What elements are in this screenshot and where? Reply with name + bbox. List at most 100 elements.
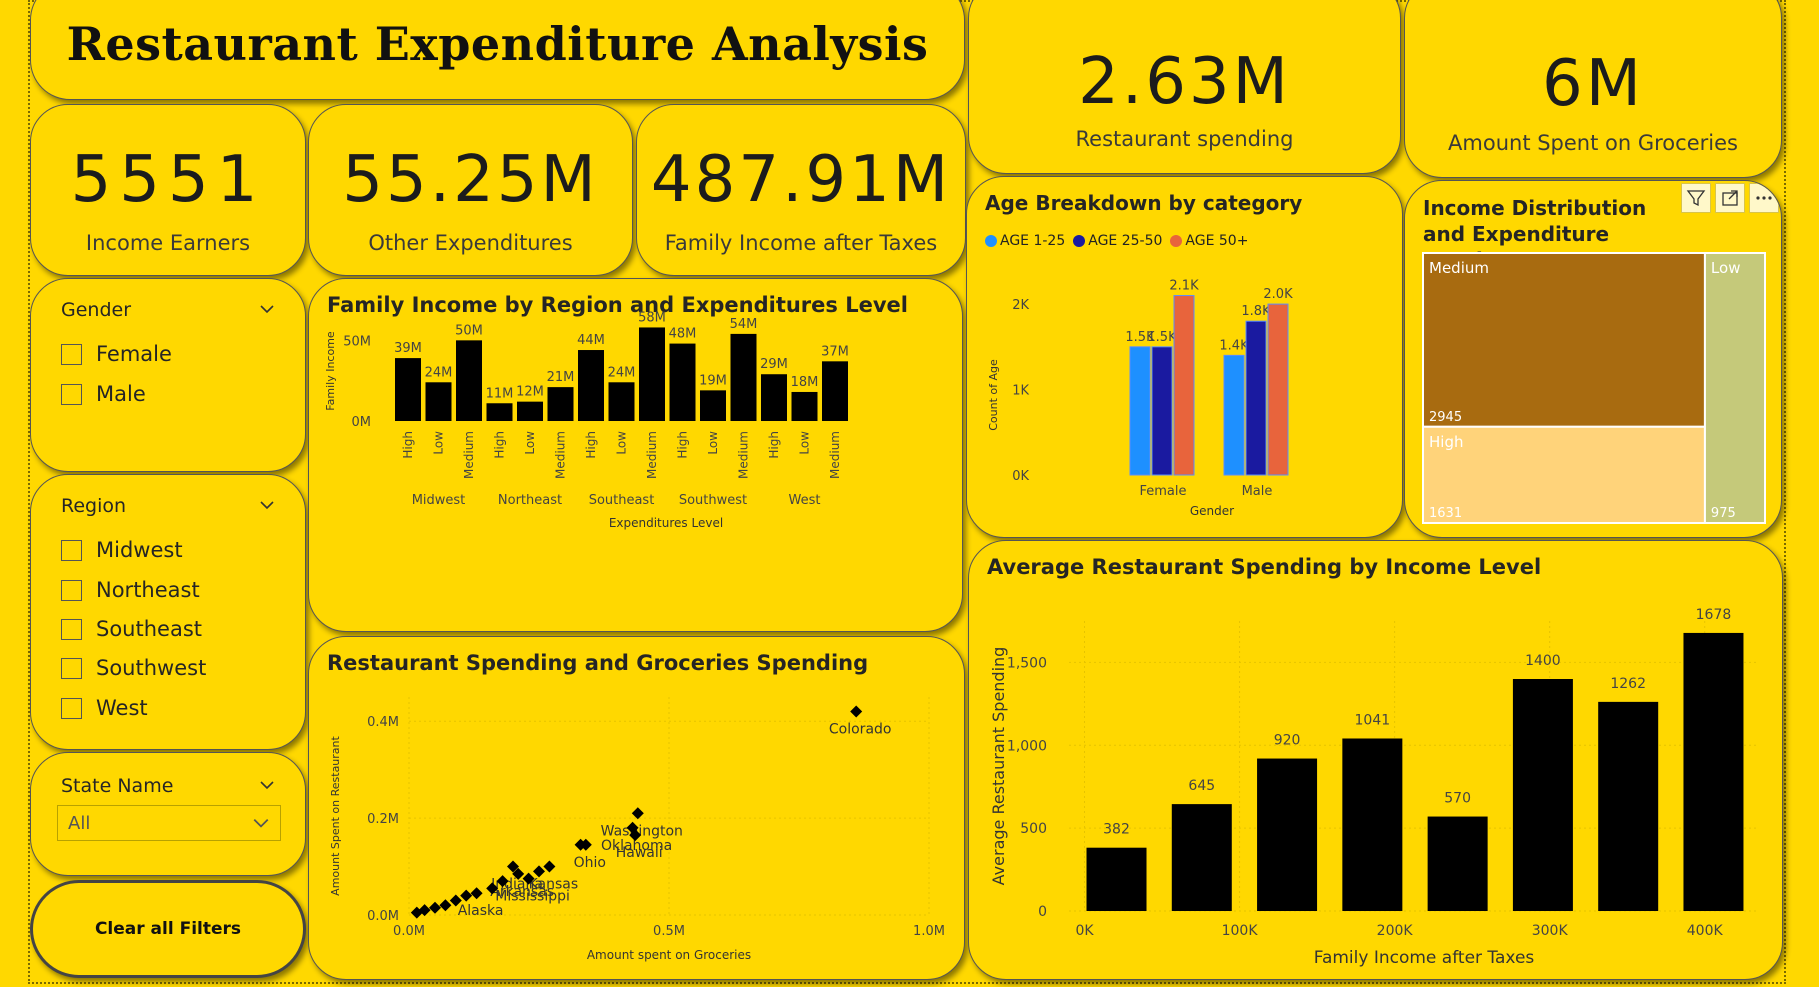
y-axis-label: Count of Age (987, 359, 1000, 431)
point-label: Hawaii (616, 845, 663, 861)
x-tick-label: 0.5M (653, 924, 685, 939)
state-slicer: State Name All (30, 752, 306, 876)
group-label: Midwest (412, 493, 466, 508)
x-tick-label: Medium (828, 431, 842, 479)
x-tick-label: Male (1242, 484, 1273, 499)
data-label: 2.1K (1169, 279, 1199, 294)
bar (700, 390, 726, 421)
kpi-value: 487.91M (650, 143, 952, 217)
bar (1245, 320, 1267, 476)
kpi-value: 2.63M (1078, 45, 1291, 119)
kpi-value: 55.25M (342, 143, 599, 217)
checkbox[interactable] (61, 697, 82, 719)
option-label: Male (96, 382, 146, 406)
kpi-label: Family Income after Taxes (664, 231, 938, 255)
treemap-tile (1703, 252, 1767, 524)
slicer-option-southwest[interactable]: Southwest (61, 655, 206, 681)
bar (1171, 804, 1232, 911)
scatter-chart: Restaurant Spending and Groceries Spendi… (308, 636, 965, 980)
bar (1598, 701, 1659, 911)
checkbox[interactable] (61, 657, 82, 679)
legend-swatch (985, 235, 997, 247)
clear-filters-button[interactable]: Clear all Filters (30, 880, 306, 978)
data-label: 1.5K (1125, 330, 1155, 345)
chevron-down-icon (253, 818, 269, 828)
x-tick-label: High (676, 431, 690, 459)
kpi-label: Restaurant spending (1075, 127, 1294, 151)
state-dropdown[interactable]: All (57, 805, 281, 841)
y-tick-label: 0K (1012, 469, 1029, 484)
data-label: 29M (760, 357, 788, 372)
income-treemap-card: Income Distribution and Expenditure Leve… (1404, 180, 1782, 538)
bar (1129, 346, 1151, 476)
group-label: West (789, 493, 821, 508)
y-tick-label: 0.2M (367, 812, 399, 827)
checkbox[interactable] (61, 383, 82, 405)
y-tick-label: 1,000 (1007, 738, 1047, 754)
point-label: Colorado (829, 722, 892, 738)
age-breakdown-chart: Age Breakdown by category AGE 1-25 AGE 25… (966, 176, 1403, 538)
focus-mode-icon[interactable] (1715, 183, 1745, 213)
legend-swatch (1170, 235, 1183, 247)
treemap-tile (1422, 252, 1706, 428)
slicer-option-male[interactable]: Male (61, 381, 146, 407)
bar (1223, 354, 1245, 476)
option-label: Female (96, 342, 172, 366)
x-tick-label: Medium (462, 431, 476, 479)
slicer-title: State Name (61, 775, 174, 797)
bar (730, 333, 757, 421)
bar (1257, 758, 1318, 911)
x-tick-label: High (584, 431, 598, 459)
chevron-down-icon[interactable] (259, 777, 275, 793)
bar (1173, 295, 1195, 476)
slicer-option-southeast[interactable]: Southeast (61, 616, 202, 642)
data-label: 24M (608, 365, 636, 380)
scatter-point (543, 860, 556, 873)
legend-item[interactable]: AGE 50+ (1170, 233, 1248, 249)
avg-restaurant-chart: Average Restaurant Spending by Income Le… (968, 540, 1783, 980)
scatter-point (460, 889, 473, 902)
checkbox[interactable] (61, 343, 82, 365)
slicer-option-northeast[interactable]: Northeast (61, 577, 200, 603)
bar (578, 350, 604, 421)
x-tick-label: Low (615, 431, 629, 455)
x-tick-label: 400K (1687, 923, 1724, 939)
chevron-down-icon[interactable] (259, 497, 275, 513)
y-tick-label: 0 (1038, 904, 1047, 920)
point-label: Ohio (574, 855, 606, 871)
data-label: 48M (669, 327, 697, 342)
x-tick-label: Female (1139, 484, 1186, 499)
data-label: 39M (394, 341, 422, 356)
legend-item[interactable]: AGE 1-25 (985, 233, 1065, 249)
checkbox[interactable] (61, 579, 82, 601)
checkbox[interactable] (61, 539, 82, 561)
kpi-label: Amount Spent on Groceries (1448, 131, 1738, 155)
chevron-down-icon[interactable] (259, 301, 275, 317)
page-title: Restaurant Expenditure Analysis (66, 17, 929, 71)
option-label: Southeast (96, 617, 202, 641)
y-tick-label: 2K (1012, 298, 1029, 313)
point-label: Arkansas (490, 884, 554, 900)
data-label: 50M (455, 323, 483, 338)
filter-icon[interactable] (1681, 183, 1711, 213)
x-tick-label: 1.0M (913, 924, 945, 939)
data-label: 570 (1444, 791, 1471, 807)
title-card: Restaurant Expenditure Analysis (30, 0, 965, 100)
legend-item[interactable]: AGE 25-50 (1073, 233, 1162, 249)
checkbox[interactable] (61, 618, 82, 640)
x-tick-label: Low (798, 431, 812, 455)
data-label: 1262 (1610, 676, 1646, 692)
slicer-option-west[interactable]: West (61, 695, 148, 721)
y-axis-label: Average Restaurant Spending (989, 647, 1008, 886)
bar (1151, 346, 1173, 476)
slicer-option-midwest[interactable]: Midwest (61, 537, 183, 563)
x-tick-label: 0.0M (393, 924, 425, 939)
legend-label: AGE 50+ (1185, 233, 1249, 249)
bar (1086, 847, 1147, 911)
kpi-groceries: 6M Amount Spent on Groceries (1404, 0, 1782, 178)
data-label: 1.5K (1147, 330, 1177, 345)
slicer-option-female[interactable]: Female (61, 341, 172, 367)
point-label: Alaska (458, 903, 504, 919)
more-options-icon[interactable] (1749, 183, 1779, 213)
scatter-point (410, 906, 423, 919)
